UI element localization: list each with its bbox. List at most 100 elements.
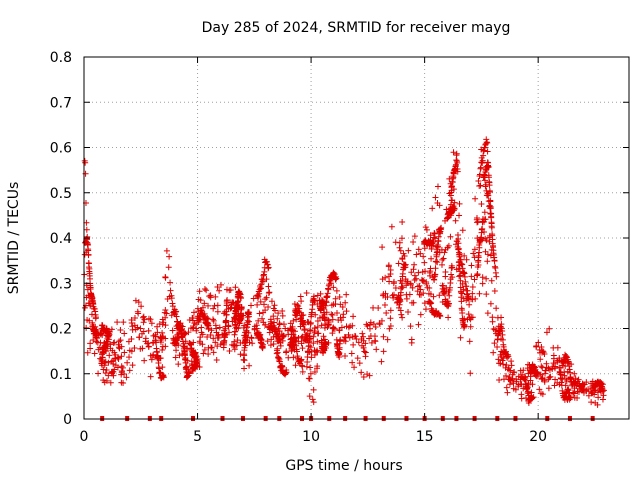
data-point (154, 323, 161, 330)
data-point (427, 265, 434, 272)
data-point (534, 372, 541, 379)
data-point (447, 201, 454, 208)
data-point (213, 356, 220, 363)
data-point (426, 285, 433, 292)
data-point (299, 333, 306, 340)
data-point (422, 224, 429, 231)
data-point (142, 338, 149, 345)
data-point (402, 276, 409, 283)
data-point (486, 234, 493, 241)
data-point (380, 291, 387, 298)
data-point (439, 298, 446, 305)
data-point (353, 335, 360, 342)
data-point (196, 363, 203, 370)
data-point (572, 379, 579, 386)
data-point (282, 325, 289, 332)
data-point (588, 390, 595, 397)
data-point (427, 232, 434, 239)
data-point (456, 212, 463, 219)
data-point (118, 353, 125, 360)
data-point (432, 194, 439, 201)
data-point (384, 336, 391, 343)
data-point (415, 269, 422, 276)
data-point (124, 359, 131, 366)
data-point (459, 309, 466, 316)
data-point (225, 305, 232, 312)
data-point (443, 285, 450, 292)
data-point (111, 339, 118, 346)
data-point (195, 296, 202, 303)
data-point (186, 370, 193, 377)
data-point (500, 361, 507, 368)
data-point (320, 313, 327, 320)
data-point (169, 327, 176, 334)
data-point (244, 321, 251, 328)
data-point (314, 363, 321, 370)
data-point (454, 238, 461, 245)
data-point (571, 385, 578, 392)
data-point (205, 320, 212, 327)
data-point (390, 291, 397, 298)
data-point (304, 359, 311, 366)
data-point (290, 354, 297, 361)
data-point (307, 364, 314, 371)
data-point (484, 139, 491, 146)
data-point (128, 316, 135, 323)
data-point (277, 342, 284, 349)
data-point (408, 269, 415, 276)
data-point (108, 358, 115, 365)
data-point (320, 302, 327, 309)
data-point (460, 286, 467, 293)
data-point (214, 284, 221, 291)
data-point (474, 235, 481, 242)
data-point (232, 284, 239, 291)
data-point (205, 326, 212, 333)
data-point (258, 281, 265, 288)
data-point (490, 349, 497, 356)
data-point (208, 344, 215, 351)
data-point (238, 304, 245, 311)
data-point (543, 360, 550, 367)
data-point (419, 269, 426, 276)
data-point (106, 352, 113, 359)
data-point (118, 371, 125, 378)
data-point (311, 369, 318, 376)
data-point (519, 371, 526, 378)
data-point (529, 381, 536, 388)
data-point (259, 315, 266, 322)
data-point (366, 321, 373, 328)
data-point (388, 223, 395, 230)
data-point (418, 276, 425, 283)
data-point (550, 360, 557, 367)
data-point (511, 369, 518, 376)
data-point (600, 392, 607, 399)
data-point (279, 312, 286, 319)
data-point (557, 364, 564, 371)
data-point (457, 334, 464, 341)
data-point (508, 358, 515, 365)
data-point (207, 332, 214, 339)
data-point (107, 379, 114, 386)
data-point (476, 290, 483, 297)
data-point (270, 313, 277, 320)
x-tick-label: 20 (529, 429, 547, 445)
data-point (479, 157, 486, 164)
data-point (461, 252, 468, 259)
data-point (254, 292, 261, 299)
data-point (162, 274, 169, 281)
data-point (87, 345, 94, 352)
data-point (466, 314, 473, 321)
data-point (175, 361, 182, 368)
data-point (237, 351, 244, 358)
data-point (410, 239, 417, 246)
data-point (383, 310, 390, 317)
data-point (487, 210, 494, 217)
data-point (436, 292, 443, 299)
data-point (568, 361, 575, 368)
data-point (180, 340, 187, 347)
data-point (487, 300, 494, 307)
data-point (273, 350, 280, 357)
data-point (321, 324, 328, 331)
data-point (323, 293, 330, 300)
data-point (572, 380, 579, 387)
